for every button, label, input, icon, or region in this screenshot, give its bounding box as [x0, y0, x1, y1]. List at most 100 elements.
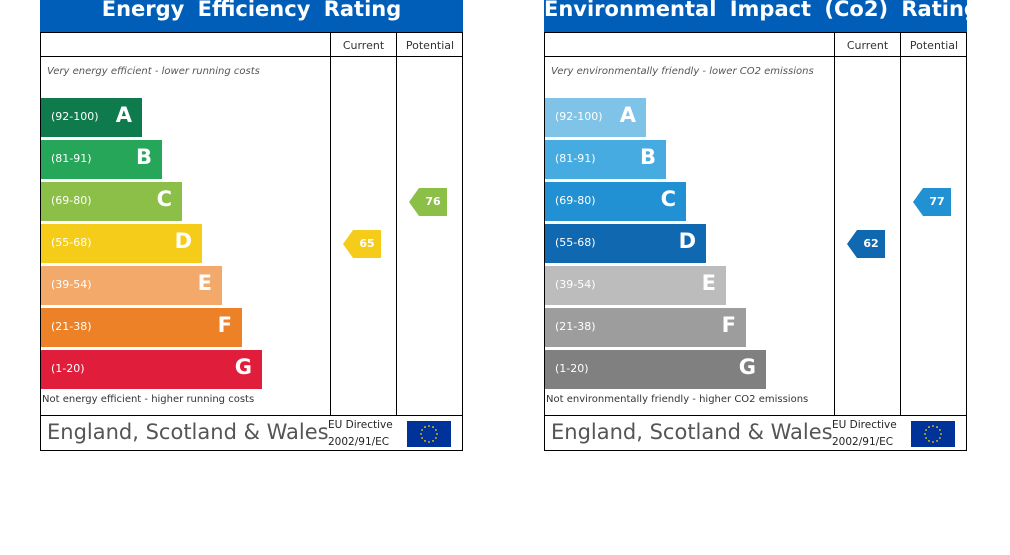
bottom-note: Not energy efficient - higher running co… [42, 394, 255, 405]
panel-title: Environmental Impact (Co2) Rating [544, 0, 967, 32]
band-letter: B [639, 145, 656, 169]
eu-star [939, 437, 941, 439]
rating-band-d: (55-68) D [545, 224, 706, 263]
rating-band-b: (81-91) B [41, 140, 162, 179]
eu-star [435, 437, 437, 439]
eu-star [940, 433, 942, 435]
current-rating-value: 65 [353, 229, 381, 258]
potential-rating-value: 77 [923, 187, 951, 216]
eu-flag-icon [911, 421, 955, 447]
band-letter: B [135, 145, 152, 169]
divider [544, 56, 967, 57]
current-column-header: Current [846, 39, 889, 52]
divider [40, 56, 463, 57]
region-label: England, Scotland & Wales [551, 420, 833, 444]
rating-band-d: (55-68) D [41, 224, 202, 263]
band-range-label: (69-80) [51, 194, 92, 207]
eu-star [436, 433, 438, 435]
band-range-label: (55-68) [555, 236, 596, 249]
band-range-label: (39-54) [51, 278, 92, 291]
potential-rating-value: 76 [419, 187, 447, 216]
eu-flag-icon [407, 421, 451, 447]
eu-directive-label: EU Directive [328, 419, 393, 431]
energy-efficiency-panel: Energy Efficiency Rating Current Potenti… [40, 0, 465, 452]
rating-band-f: (21-38) F [545, 308, 746, 347]
arrow-tip [847, 229, 857, 258]
rating-band-b: (81-91) B [545, 140, 666, 179]
divider [834, 32, 835, 416]
chart-frame [40, 32, 463, 451]
eu-star [936, 426, 938, 428]
eu-star [428, 425, 430, 427]
rating-band-f: (21-38) F [41, 308, 242, 347]
band-letter: E [701, 271, 716, 295]
eu-star [924, 433, 926, 435]
rating-band-g: (1-20) G [41, 350, 262, 389]
band-letter: G [234, 355, 252, 379]
eu-star [928, 426, 930, 428]
chart-frame [544, 32, 967, 451]
eu-star [421, 429, 423, 431]
current-column-header: Current [342, 39, 385, 52]
potential-column-header: Potential [405, 39, 455, 52]
band-letter: C [660, 187, 676, 211]
band-letter: F [721, 313, 736, 337]
band-letter: E [197, 271, 212, 295]
rating-band-a: (92-100) A [41, 98, 142, 137]
arrow-tip [913, 187, 923, 216]
current-rating-value: 62 [857, 229, 885, 258]
rating-band-c: (69-80) C [545, 182, 686, 221]
eu-star [432, 440, 434, 442]
eu-star [936, 440, 938, 442]
eu-star [428, 441, 430, 443]
band-range-label: (81-91) [51, 152, 92, 165]
divider [330, 32, 331, 416]
panel-title: Energy Efficiency Rating [40, 0, 463, 32]
eu-star [932, 425, 934, 427]
rating-band-e: (39-54) E [41, 266, 222, 305]
divider [900, 32, 901, 416]
band-letter: C [156, 187, 172, 211]
band-range-label: (69-80) [555, 194, 596, 207]
eu-directive-label: EU Directive [832, 419, 897, 431]
eu-star [925, 437, 927, 439]
eu-directive-number: 2002/91/EC [832, 436, 894, 448]
band-range-label: (55-68) [51, 236, 92, 249]
band-range-label: (21-38) [51, 320, 92, 333]
rating-band-c: (69-80) C [41, 182, 182, 221]
band-range-label: (81-91) [555, 152, 596, 165]
region-label: England, Scotland & Wales [47, 420, 329, 444]
eu-star [928, 440, 930, 442]
band-range-label: (92-100) [51, 110, 99, 123]
band-letter: F [217, 313, 232, 337]
band-letter: A [115, 103, 132, 127]
band-letter: D [678, 229, 696, 253]
band-letter: G [738, 355, 756, 379]
eu-star [421, 437, 423, 439]
eu-star [420, 433, 422, 435]
top-note: Very environmentally friendly - lower CO… [551, 66, 814, 77]
rating-band-e: (39-54) E [545, 266, 726, 305]
band-letter: A [619, 103, 636, 127]
band-range-label: (39-54) [555, 278, 596, 291]
eu-star [432, 426, 434, 428]
band-range-label: (1-20) [51, 362, 85, 375]
rating-band-g: (1-20) G [545, 350, 766, 389]
band-range-label: (21-38) [555, 320, 596, 333]
top-note: Very energy efficient - lower running co… [47, 66, 260, 77]
eu-star [925, 429, 927, 431]
rating-band-a: (92-100) A [545, 98, 646, 137]
bottom-note: Not environmentally friendly - higher CO… [546, 394, 809, 405]
eu-star [435, 429, 437, 431]
divider [40, 415, 463, 416]
divider [544, 415, 967, 416]
potential-column-header: Potential [909, 39, 959, 52]
band-range-label: (1-20) [555, 362, 589, 375]
band-range-label: (92-100) [555, 110, 603, 123]
divider [396, 32, 397, 416]
arrow-tip [343, 229, 353, 258]
eu-star [932, 441, 934, 443]
environmental-impact-panel: Environmental Impact (Co2) Rating Curren… [544, 0, 969, 452]
eu-star [939, 429, 941, 431]
band-letter: D [174, 229, 192, 253]
